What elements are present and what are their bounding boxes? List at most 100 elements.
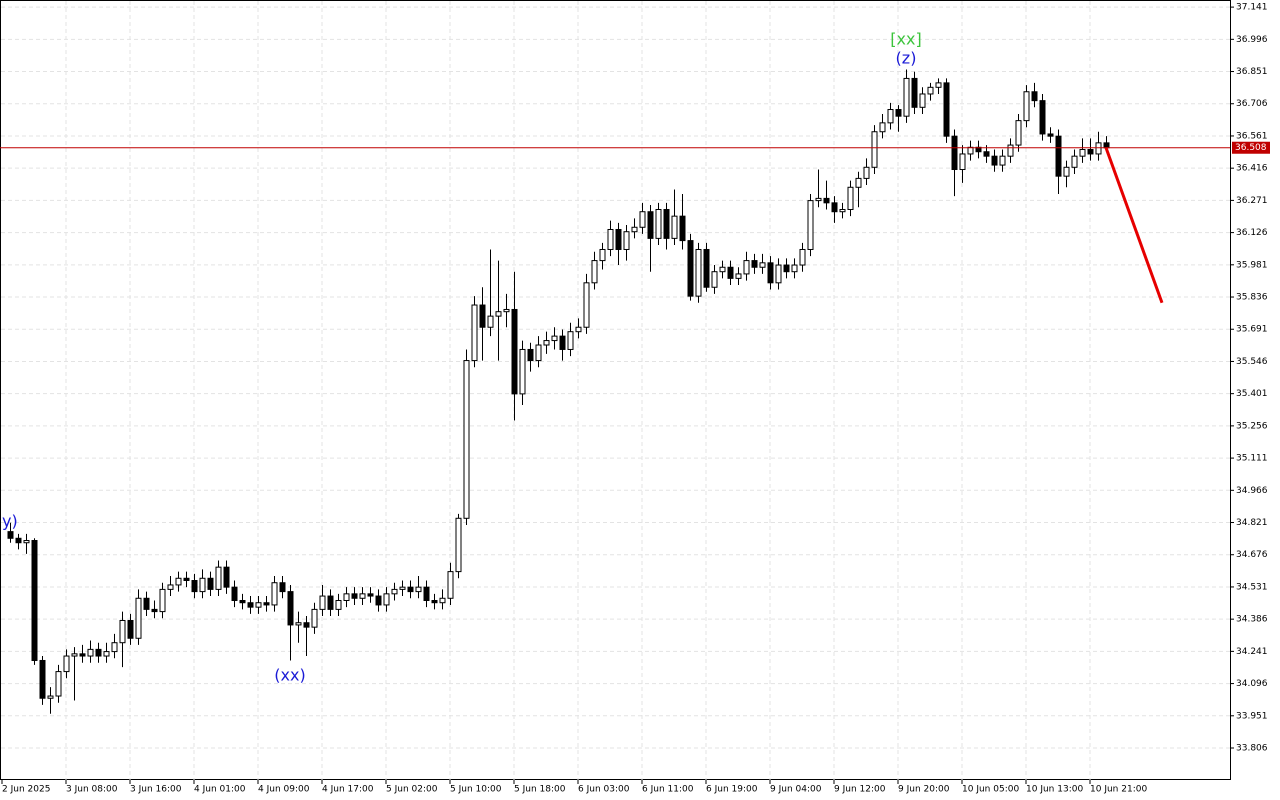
wave-label: y) — [2, 512, 18, 531]
candle-body — [583, 282, 590, 328]
candle-body — [783, 264, 790, 273]
candle-body — [319, 595, 326, 610]
candle-body — [799, 248, 806, 266]
x-tick-label: 4 Jun 01:00 — [194, 785, 246, 795]
x-tick-label: 9 Jun 12:00 — [834, 785, 886, 795]
candle-body — [551, 335, 558, 342]
candle-body — [391, 588, 398, 595]
candle-body — [951, 135, 958, 171]
candle-body — [303, 622, 310, 628]
y-tick-label: 33.806 — [1236, 744, 1268, 754]
candle-body — [647, 211, 654, 239]
candle-body — [255, 602, 262, 608]
candle-body — [367, 593, 374, 597]
candle-body — [127, 619, 134, 639]
candle-body — [743, 260, 750, 275]
x-tick-label: 6 Jun 11:00 — [642, 785, 694, 795]
candle-body — [247, 602, 254, 608]
candle-body — [23, 540, 30, 544]
candle-body — [831, 202, 838, 213]
candle-body — [527, 348, 534, 362]
candle-body — [887, 109, 894, 124]
candle-body — [567, 331, 574, 350]
y-tick-label: 34.821 — [1236, 518, 1268, 528]
candle-body — [455, 517, 462, 573]
candle-body — [223, 566, 230, 588]
x-tick-label: 6 Jun 19:00 — [706, 785, 758, 795]
candle-body — [39, 659, 46, 699]
candle-body — [511, 308, 518, 395]
y-tick-label: 35.836 — [1236, 293, 1268, 303]
y-tick-label: 35.401 — [1236, 389, 1268, 399]
candle-body — [1007, 144, 1014, 157]
candle-body — [519, 348, 526, 395]
candle-body — [983, 151, 990, 157]
candle-body — [543, 340, 550, 346]
x-tick-label: 2 Jun 2025 — [2, 785, 50, 795]
candle-body — [1023, 91, 1030, 122]
candle-body — [607, 228, 614, 250]
candle-body — [903, 77, 910, 117]
candle-body — [1039, 100, 1046, 135]
y-tick-label: 36.996 — [1236, 35, 1268, 45]
candle-body — [615, 228, 622, 250]
candle-body — [863, 166, 870, 179]
candle-body — [471, 304, 478, 362]
x-tick-label: 4 Jun 09:00 — [258, 785, 310, 795]
candle-body — [623, 231, 630, 250]
candle-body — [87, 648, 94, 657]
candle-body — [183, 577, 190, 582]
x-tick-label: 9 Jun 04:00 — [770, 785, 822, 795]
candle-body — [103, 651, 110, 657]
candle-body — [215, 566, 222, 590]
candle-body — [151, 608, 158, 613]
x-tick-label: 10 Jun 05:00 — [962, 785, 1019, 795]
y-tick-label: 36.416 — [1236, 164, 1268, 174]
candle-body — [815, 197, 822, 202]
candle-body — [1055, 135, 1062, 177]
candle-body — [335, 599, 342, 610]
y-tick-label: 36.126 — [1236, 228, 1268, 238]
candle-body — [31, 540, 38, 661]
y-tick-label: 35.256 — [1236, 421, 1268, 431]
candle-body — [47, 695, 54, 699]
x-tick-label: 10 Jun 21:00 — [1090, 785, 1147, 795]
price-label: 36.508 — [1235, 143, 1267, 153]
candle-body — [1079, 149, 1086, 157]
candle-body — [119, 619, 126, 644]
candle-body — [279, 582, 286, 593]
candle-body — [759, 262, 766, 268]
candle-body — [175, 577, 182, 586]
candle-body — [311, 608, 318, 628]
candle-body — [463, 360, 470, 519]
x-tick-label: 5 Jun 10:00 — [450, 785, 502, 795]
candle-body — [239, 599, 246, 604]
candle-body — [407, 586, 414, 593]
y-tick-label: 37.141 — [1236, 3, 1268, 13]
candle-body — [943, 82, 950, 137]
y-tick-label: 33.951 — [1236, 711, 1268, 721]
candle-body — [431, 599, 438, 604]
candle-body — [1095, 142, 1102, 155]
candle-body — [911, 77, 918, 108]
candle-body — [439, 597, 446, 604]
y-tick-label: 36.706 — [1236, 99, 1268, 109]
candle-body — [343, 593, 350, 601]
candle-body — [111, 642, 118, 653]
candle-body — [383, 593, 390, 606]
candle-body — [327, 595, 334, 610]
x-tick-label: 3 Jun 16:00 — [130, 785, 182, 795]
candle-body — [423, 586, 430, 601]
candle-body — [55, 671, 62, 697]
x-tick-label: 6 Jun 03:00 — [578, 785, 630, 795]
candle-body — [535, 344, 542, 362]
y-tick-label: 35.111 — [1236, 454, 1268, 464]
x-tick-label: 4 Jun 17:00 — [322, 785, 374, 795]
candle-body — [135, 597, 142, 639]
candle-body — [207, 577, 214, 590]
y-tick-label: 35.691 — [1236, 325, 1268, 335]
forecast-line — [1104, 147, 1164, 304]
candle-body — [351, 593, 358, 599]
